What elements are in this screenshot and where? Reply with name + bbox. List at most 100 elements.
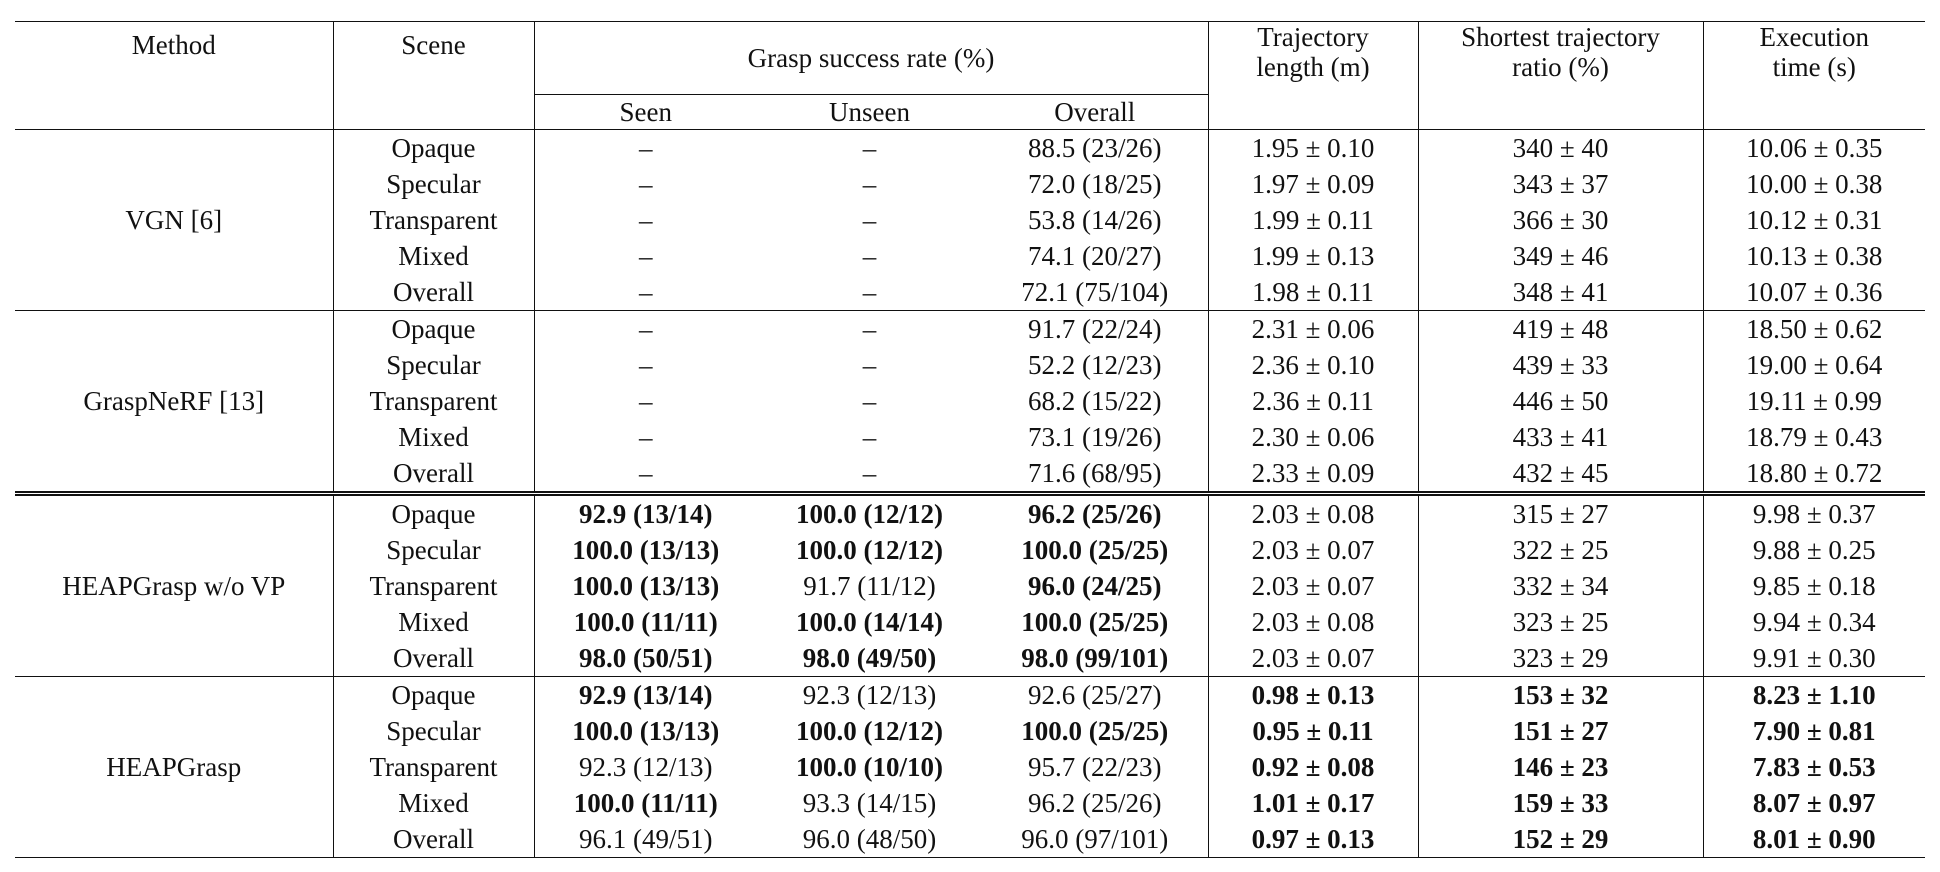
- value-cell: 91.7 (22/24): [982, 310, 1208, 347]
- scene-cell: Specular: [332, 347, 534, 383]
- value-cell: 95.7 (22/23): [1028, 752, 1162, 782]
- value-cell: 9.98 ± 0.37: [1702, 491, 1925, 532]
- header-line: Execution: [1759, 22, 1869, 52]
- value-cell: –: [533, 310, 757, 347]
- value-cell: 93.3 (14/15): [802, 788, 937, 818]
- value-cell: 146 ± 23: [1417, 749, 1703, 785]
- value-cell: 100.0 (25/25): [1021, 716, 1169, 746]
- table-row: Specular 100.0 (13/13) 100.0 (12/12) 100.0 …: [15, 532, 1925, 568]
- value-cell: 96.2 (25/26): [982, 491, 1208, 532]
- value-cell: 1.99 ± 0.11: [1207, 202, 1418, 238]
- value-cell: 348 ± 41: [1417, 274, 1703, 311]
- value-cell: 439 ± 33: [1417, 347, 1703, 383]
- value-cell: –: [533, 419, 757, 455]
- value-cell: 0.92 ± 0.08: [1207, 749, 1418, 785]
- value-cell: –: [533, 202, 757, 238]
- value-cell: 8.23 ± 1.10: [1702, 676, 1925, 713]
- table-row: Mixed – –73.1 (19/26) 2.30 ± 0.06 433 ± 41 18…: [15, 419, 1925, 455]
- value-cell: 2.31 ± 0.06: [1207, 310, 1418, 347]
- value-cell: 72.1 (75/104): [1021, 277, 1169, 307]
- table-body: VGN [6] Opaque – –88.5 (23/26) 1.95 ± 0.10 34…: [15, 129, 1925, 858]
- method-cell: GraspNeRF [13]: [15, 310, 333, 494]
- scene-cell: Overall: [332, 640, 534, 677]
- table-row: Overall – –72.1 (75/104) 1.98 ± 0.11 348 ± 4…: [15, 274, 1925, 311]
- table-row: Specular 100.0 (13/13) 100.0 (12/12) 100.0 …: [15, 713, 1925, 749]
- header-line: Trajectory: [1257, 22, 1369, 52]
- value-cell: 9.91 ± 0.30: [1702, 640, 1925, 677]
- header-line: ratio (%): [1512, 52, 1609, 82]
- value-cell: 19.00 ± 0.64: [1702, 347, 1925, 383]
- value-cell: 18.79 ± 0.43: [1702, 419, 1925, 455]
- value-cell: 73.1 (19/26): [1028, 422, 1162, 452]
- value-cell: –: [862, 169, 877, 199]
- value-cell: 340 ± 40: [1417, 129, 1703, 166]
- value-cell: 332 ± 34: [1417, 568, 1703, 604]
- value-cell: 322 ± 25: [1417, 532, 1703, 568]
- table-row: Mixed 100.0 (11/11) 93.3 (14/15) 96.2 (25/2…: [15, 785, 1925, 821]
- value-cell: 92.6 (25/27): [982, 676, 1208, 713]
- header-cell: Execution time (s): [1702, 21, 1925, 130]
- value-cell: 100.0 (11/11): [533, 604, 757, 640]
- value-cell: 323 ± 29: [1417, 640, 1703, 677]
- method-cell: VGN [6]: [15, 129, 333, 311]
- value-cell: 2.33 ± 0.09: [1207, 455, 1418, 494]
- method-cell: HEAPGrasp w/o VP: [15, 491, 333, 677]
- value-cell: 96.1 (49/51): [533, 821, 757, 858]
- value-cell: 100.0 (25/25): [1021, 535, 1169, 565]
- value-cell: 1.97 ± 0.09: [1207, 166, 1418, 202]
- value-cell: 100.0 (11/11): [533, 785, 757, 821]
- value-cell: 100.0 (12/12): [796, 716, 943, 746]
- value-cell: 8.07 ± 0.97: [1702, 785, 1925, 821]
- scene-cell: Specular: [332, 713, 534, 749]
- value-cell: 18.80 ± 0.72: [1702, 455, 1925, 494]
- table-row: Specular – –72.0 (18/25) 1.97 ± 0.09 343 ± 3…: [15, 166, 1925, 202]
- value-cell: 315 ± 27: [1417, 491, 1703, 532]
- value-cell: –: [862, 277, 877, 307]
- value-cell: 100.0 (12/12): [757, 491, 982, 532]
- value-cell: 9.88 ± 0.25: [1702, 532, 1925, 568]
- value-cell: 74.1 (20/27): [1028, 241, 1162, 271]
- value-cell: –: [533, 166, 757, 202]
- value-cell: 2.03 ± 0.08: [1207, 604, 1418, 640]
- value-cell: –: [533, 129, 757, 166]
- value-cell: 91.7 (11/12): [803, 571, 936, 601]
- scene-cell: Overall: [332, 455, 534, 494]
- value-cell: 2.03 ± 0.07: [1207, 568, 1418, 604]
- scene-cell: Mixed: [332, 238, 534, 274]
- value-cell: –: [533, 383, 757, 419]
- value-cell: 10.12 ± 0.31: [1702, 202, 1925, 238]
- value-cell: 9.94 ± 0.34: [1702, 604, 1925, 640]
- table-row: HEAPGrasp Opaque 92.9 (13/14) 92.3 (12/13) 9…: [15, 676, 1925, 858]
- table-row: Overall 96.1 (49/51) 96.0 (48/50) 96.0 (97/…: [15, 821, 1925, 858]
- scene-cell: Mixed: [332, 604, 534, 640]
- table-row: Transparent 100.0 (13/13) 91.7 (11/12) 96.0…: [15, 568, 1925, 604]
- value-cell: 433 ± 41: [1417, 419, 1703, 455]
- value-cell: 96.0 (97/101): [982, 821, 1208, 858]
- header-cell: Grasp success rate (%): [533, 21, 1208, 95]
- value-cell: 1.99 ± 0.13: [1207, 238, 1418, 274]
- value-cell: 96.0 (24/25): [1028, 571, 1162, 601]
- value-cell: –: [862, 458, 877, 488]
- scene-cell: Opaque: [332, 676, 534, 713]
- value-cell: –: [533, 274, 757, 311]
- value-cell: 96.2 (25/26): [1028, 788, 1162, 818]
- value-cell: –: [862, 205, 877, 235]
- value-cell: 2.03 ± 0.07: [1207, 640, 1418, 677]
- scene-cell: Opaque: [332, 491, 534, 532]
- header-cell: Scene: [332, 21, 534, 130]
- value-cell: 18.50 ± 0.62: [1702, 310, 1925, 347]
- value-cell: –: [757, 129, 982, 166]
- value-cell: 8.01 ± 0.90: [1702, 821, 1925, 858]
- header-cell: Unseen: [829, 97, 910, 127]
- value-cell: 343 ± 37: [1417, 166, 1703, 202]
- value-cell: 432 ± 45: [1417, 455, 1703, 494]
- value-cell: 2.30 ± 0.06: [1207, 419, 1418, 455]
- value-cell: 96.0 (48/50): [757, 821, 982, 858]
- value-cell: 100.0 (14/14): [796, 607, 943, 637]
- header-line: time (s): [1772, 52, 1856, 82]
- value-cell: 0.98 ± 0.13: [1207, 676, 1418, 713]
- header-cell: Trajectory length (m): [1207, 21, 1418, 130]
- table-row: Transparent 92.3 (12/13) 100.0 (10/10) 95.7…: [15, 749, 1925, 785]
- value-cell: 10.06 ± 0.35: [1702, 129, 1925, 166]
- value-cell: –: [757, 310, 982, 347]
